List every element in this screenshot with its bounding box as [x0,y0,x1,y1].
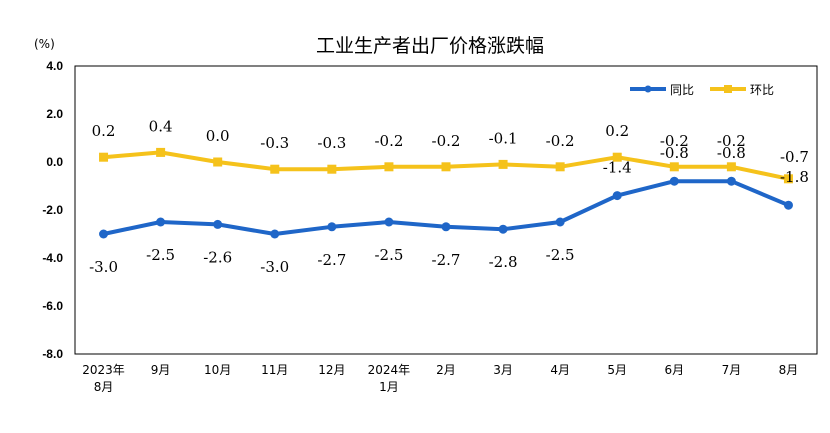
data-label: -2.6 [203,248,232,266]
data-label: 0.2 [605,122,629,140]
x-tick-label: 9月 [151,363,171,377]
x-tick-label: 5月 [607,363,627,377]
y-tick-label: -2.0 [42,203,63,217]
data-label: -0.2 [374,132,403,150]
legend-swatch-marker [724,85,732,93]
data-point [327,164,337,174]
x-tick-label: 1月 [379,380,399,394]
data-point [555,162,565,172]
x-tick-label: 6月 [664,363,684,377]
x-tick-label: 11月 [261,363,288,377]
data-label: -0.3 [317,134,346,152]
data-point [783,200,793,210]
x-tick-label: 8月 [94,380,114,394]
data-label: -0.8 [717,144,746,162]
data-point [612,152,622,162]
data-label: -3.0 [260,258,289,276]
y-tick-label: -4.0 [42,251,63,265]
data-point [384,217,394,227]
data-label: -1.8 [780,168,809,186]
data-label: 0.4 [149,117,173,135]
data-point [99,229,109,239]
data-label: -0.8 [660,144,689,162]
y-axis-unit: (%) [34,37,55,51]
data-label: -3.0 [89,258,118,276]
data-label: -2.5 [546,246,575,264]
data-label: -2.5 [146,246,175,264]
legend-label: 同比 [670,83,694,97]
legend-swatch-marker [644,85,652,93]
plot-area: 4.0 2.0 0.0 -2.0 -4.0 -6.0 -8.0 2023年 8月 9月 10月 11月… [42,59,818,394]
y-tick-label: 0.0 [46,155,63,169]
data-point [441,162,451,172]
data-point [156,147,166,157]
data-point [726,162,736,172]
data-label: -0.2 [432,132,461,150]
data-point [99,152,109,162]
x-tick-label: 8月 [779,363,799,377]
data-point [669,176,679,186]
data-point [783,174,793,184]
data-point [498,224,508,234]
x-tick-label: 2023年 [82,363,125,377]
x-tick-label: 2024年 [368,363,411,377]
data-label: -0.2 [660,132,689,150]
y-tick-label: 2.0 [46,107,63,121]
data-point [498,159,508,169]
legend-label: 环比 [750,83,774,97]
x-tick-label: 4月 [550,363,570,377]
data-point [612,191,622,201]
data-point [669,162,679,172]
y-tick-label: 4.0 [46,59,63,73]
data-label: -1.4 [603,159,632,177]
y-tick-label: -8.0 [42,347,63,361]
data-label: 0.2 [92,122,116,140]
data-label: -2.7 [432,251,461,269]
data-label: -0.1 [489,129,518,147]
x-tick-label: 3月 [493,363,513,377]
data-label: 0.0 [206,127,230,145]
data-point [213,157,223,167]
data-point [726,176,736,186]
data-point [441,222,451,232]
data-point [270,229,280,239]
data-label: -2.7 [317,251,346,269]
data-label: -0.2 [717,132,746,150]
data-point [156,217,166,227]
data-label: -0.2 [546,132,575,150]
data-point [384,162,394,172]
x-tick-label: 7月 [722,363,742,377]
data-label: -2.5 [374,246,403,264]
data-point [213,219,223,229]
data-label: -0.3 [260,134,289,152]
data-point [555,217,565,227]
chart-title: 工业生产者出厂价格涨跌幅 [316,35,544,57]
plot-frame [74,65,818,355]
data-point [270,164,280,174]
data-point [327,222,337,232]
data-label: -2.8 [489,253,518,271]
x-tick-label: 2月 [436,363,456,377]
data-label: -0.7 [780,148,809,166]
y-tick-label: -6.0 [42,299,63,313]
x-tick-label: 10月 [204,363,231,377]
x-tick-label: 12月 [318,363,345,377]
